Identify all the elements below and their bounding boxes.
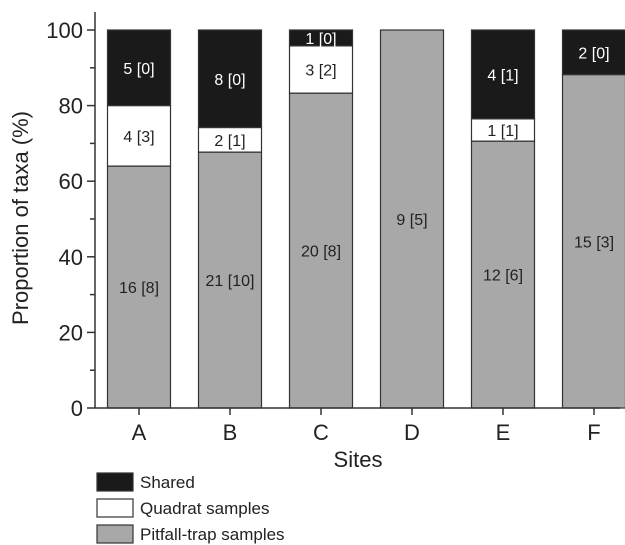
bar-label-E-quadrat-samples: 1 [1] xyxy=(487,123,518,140)
legend-swatch-shared xyxy=(96,472,134,492)
bar-label-B-pitfall-trap-samples: 21 [10] xyxy=(206,273,255,290)
bar-segment-A-pitfall-trap-samples xyxy=(106,165,172,409)
y-tick-label-60: 60 xyxy=(59,169,83,194)
bar-label-E-pitfall-trap-samples: 12 [6] xyxy=(483,268,523,285)
bar-label-B-quadrat-samples: 2 [1] xyxy=(214,133,245,150)
bar-segment-B-shared xyxy=(197,29,263,129)
bar-segment-C-quadrat-samples xyxy=(288,45,354,94)
bar-segment-A-shared xyxy=(106,29,172,107)
x-tick-label-E: E xyxy=(496,420,511,445)
bar-label-A-pitfall-trap-samples: 16 [8] xyxy=(119,280,159,297)
bar-segment-B-pitfall-trap-samples xyxy=(197,151,263,409)
bar-label-D-pitfall-trap-samples: 9 [5] xyxy=(396,212,427,229)
legend-swatch-pitfall-trap-samples xyxy=(96,524,134,544)
x-axis-title: Sites xyxy=(334,447,383,472)
axes-layer: A B C D E F 0 20 40 60 80 100 xyxy=(46,12,620,445)
bar-label-A-quadrat-samples: 4 [3] xyxy=(123,129,154,146)
bar-label-E-shared: 4 [1] xyxy=(487,67,518,84)
bar-label-B-shared: 8 [0] xyxy=(214,72,245,89)
legend-swatch-quadrat-samples xyxy=(96,498,134,518)
bars-layer: 16 [8] 4 [3] 5 [0] 21 [10] 2 [1] 8 [0] 20 [8] 3… xyxy=(106,29,625,409)
bar-segment-F-pitfall-trap-samples xyxy=(561,74,625,409)
y-tick-label-40: 40 xyxy=(59,245,83,270)
bar-label-A-shared: 5 [0] xyxy=(123,61,154,78)
bar-segment-F-shared xyxy=(561,29,625,76)
bar-segment-B-quadrat-samples xyxy=(197,126,263,153)
legend: Shared Quadrat samples Pitfall-trap sample… xyxy=(96,472,285,544)
x-tick-label-F: F xyxy=(587,420,600,445)
legend-label-shared: Shared xyxy=(140,473,195,492)
bar-segment-D-pitfall-trap-samples xyxy=(379,29,445,409)
x-tick-label-A: A xyxy=(132,420,147,445)
y-tick-label-100: 100 xyxy=(46,18,83,43)
bar-label-F-shared: 2 [0] xyxy=(578,45,609,62)
y-tick-label-20: 20 xyxy=(59,320,83,345)
bar-segment-C-shared xyxy=(288,29,354,47)
x-tick-label-B: B xyxy=(223,420,238,445)
y-tick-label-0: 0 xyxy=(71,396,83,421)
y-tick-label-80: 80 xyxy=(59,94,83,119)
bar-label-C-quadrat-samples: 3 [2] xyxy=(305,63,336,80)
bar-segment-E-shared xyxy=(470,29,536,120)
x-tick-label-C: C xyxy=(313,420,329,445)
y-axis-title: Proportion of taxa (%) xyxy=(8,111,33,325)
legend-label-quadrat-samples: Quadrat samples xyxy=(140,499,269,518)
x-tick-label-D: D xyxy=(404,420,420,445)
bar-segment-A-quadrat-samples xyxy=(106,104,172,167)
bar-label-C-shared: 1 [0] xyxy=(305,31,336,48)
bar-label-F-pitfall-trap-samples: 15 [3] xyxy=(574,234,614,251)
bar-label-C-pitfall-trap-samples: 20 [8] xyxy=(301,244,341,261)
legend-label-pitfall-trap-samples: Pitfall-trap samples xyxy=(140,525,285,544)
